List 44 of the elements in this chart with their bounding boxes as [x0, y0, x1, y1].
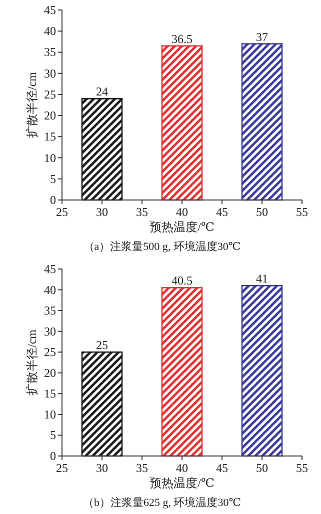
x-tick-label: 45: [216, 205, 228, 219]
y-axis-title: 扩散半径/cm: [25, 71, 39, 138]
y-tick-label: 40: [44, 24, 56, 38]
y-tick-label: 15: [44, 386, 56, 401]
x-tick-label: 50: [256, 461, 268, 475]
text: （b）注浆量625 g, 环境温度30℃: [82, 496, 242, 509]
data-label: 36.5: [172, 32, 192, 46]
y-tick-label: 35: [44, 45, 56, 60]
y-tick-label: 30: [44, 324, 56, 338]
y-tick-label: 20: [44, 108, 56, 123]
y-tick-label: 5: [50, 428, 56, 442]
x-axis-title: 预热温度/℃: [150, 220, 214, 234]
text: （a）注浆量500 g, 环境温度30℃: [83, 240, 241, 253]
data-label: 24: [96, 84, 108, 99]
y-tick-label: 30: [44, 66, 56, 80]
x-axis-title: 预热温度/℃: [150, 476, 214, 490]
x-tick-label: 40: [176, 205, 188, 219]
data-label: 40.5: [172, 274, 192, 288]
data-label: 37: [256, 30, 268, 44]
x-tick-label: 35: [136, 205, 148, 219]
x-tick-label: 55: [296, 205, 308, 219]
data-label: 41: [256, 272, 268, 286]
data-label: 25: [96, 338, 108, 352]
y-tick-label: 0: [50, 449, 56, 463]
x-tick-label: 30: [96, 461, 108, 475]
x-tick-label: 45: [216, 461, 228, 475]
y-tick-label: 45: [44, 262, 56, 276]
x-tick-label: 40: [176, 461, 188, 475]
x-tick-label: 35: [136, 461, 148, 475]
y-tick-label: 10: [44, 407, 56, 422]
y-axis-title: 扩散半径/cm: [25, 328, 39, 396]
y-tick-label: 35: [44, 304, 56, 318]
x-tick-label: 55: [296, 461, 308, 475]
y-tick-label: 25: [44, 345, 56, 360]
y-tick-label: 5: [50, 172, 56, 186]
y-tick-label: 20: [44, 366, 56, 380]
y-tick-label: 10: [44, 150, 56, 165]
x-tick-label: 30: [96, 205, 108, 219]
y-tick-label: 40: [44, 282, 56, 297]
y-tick-label: 0: [50, 193, 56, 207]
y-tick-label: 45: [44, 3, 56, 17]
y-tick-label: 25: [44, 87, 56, 102]
x-tick-label: 50: [256, 205, 268, 219]
y-tick-label: 15: [44, 130, 56, 144]
